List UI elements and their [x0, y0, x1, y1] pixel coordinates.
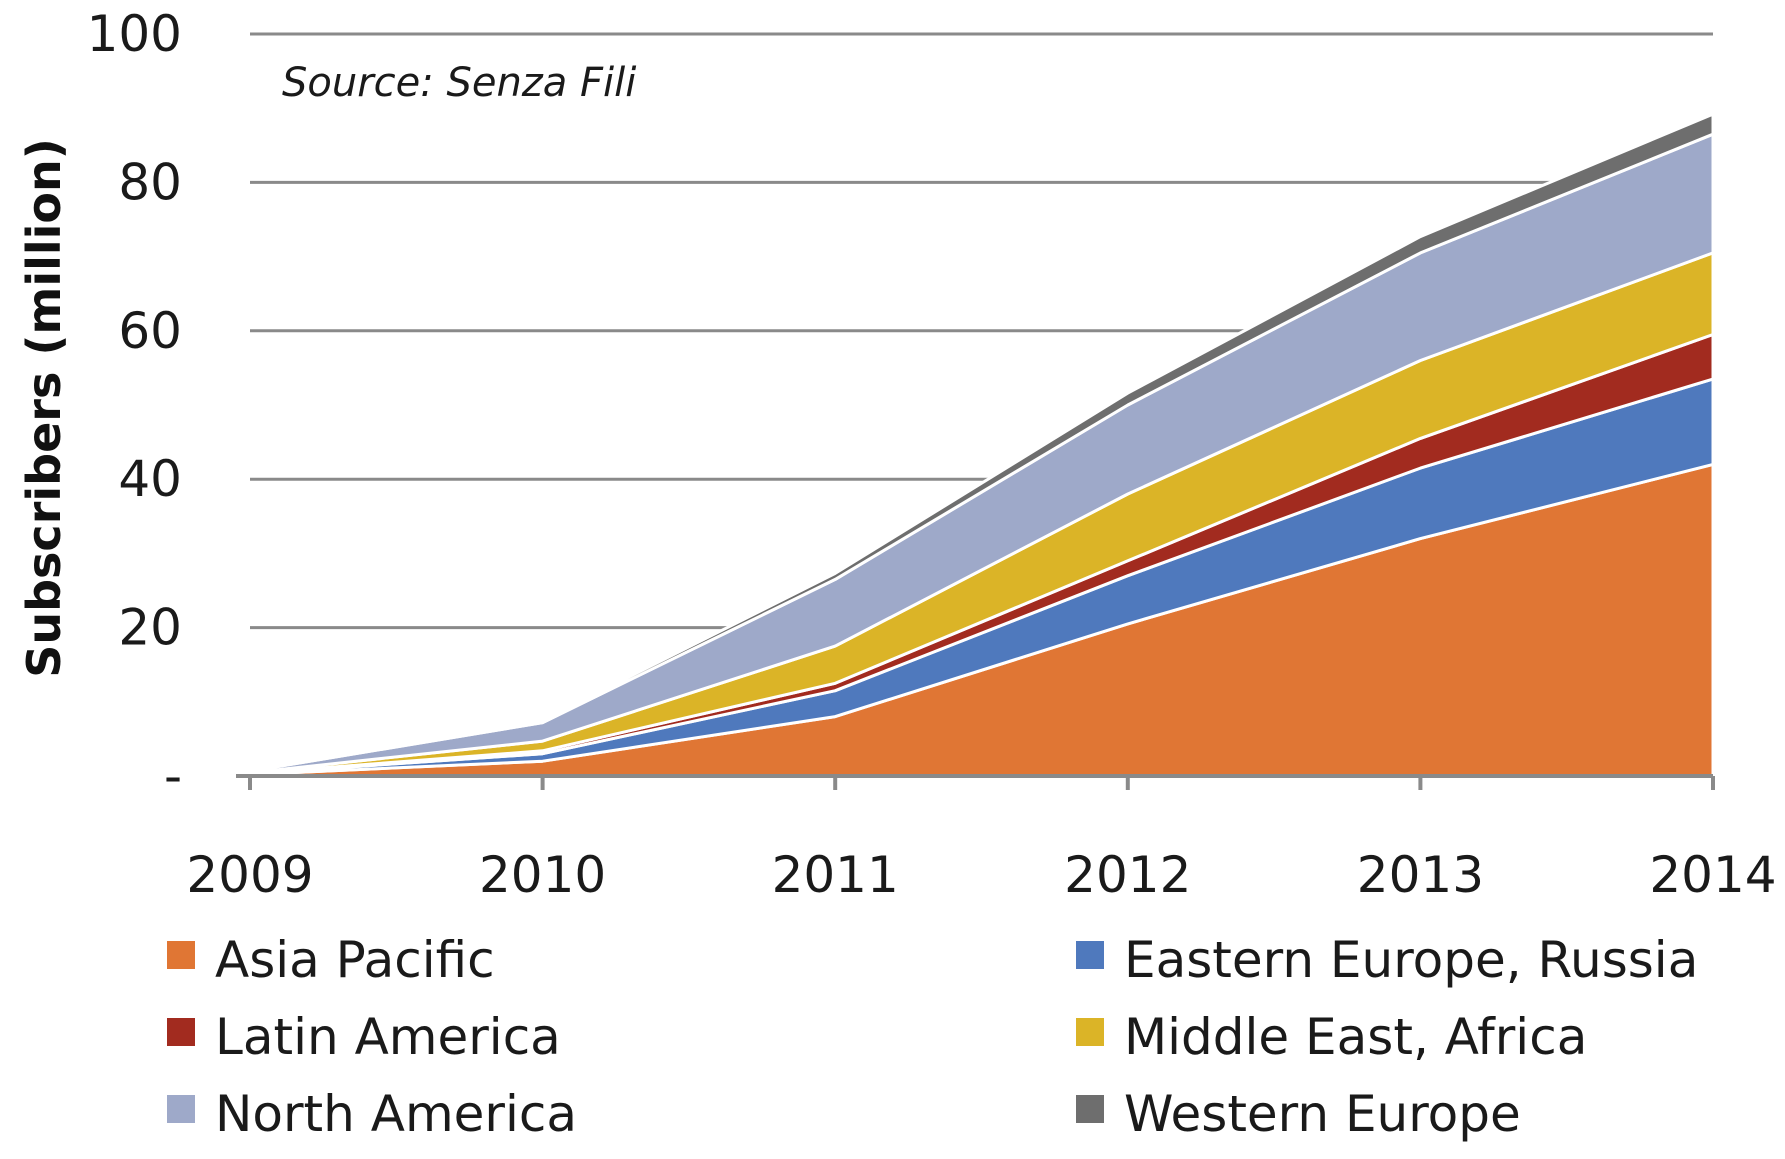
legend-swatch	[167, 1018, 195, 1046]
legend-label: Eastern Europe, Russia	[1124, 931, 1698, 989]
y-axis-title: Subscribers (million)	[17, 138, 71, 678]
y-tick-label: 80	[118, 153, 182, 211]
legend-label: Western Europe	[1124, 1085, 1521, 1143]
legend-item-middle-east-africa: Middle East, Africa	[1076, 1008, 1587, 1066]
legend-item-asia-pacific: Asia Pacific	[167, 931, 495, 989]
y-tick-label: 60	[118, 302, 182, 360]
legend-swatch	[1076, 1095, 1104, 1123]
legend-item-north-america: North America	[167, 1085, 577, 1143]
x-tick-label: 2010	[479, 846, 606, 904]
legend-label: Asia Pacific	[215, 931, 495, 989]
y-tick-label: -	[164, 747, 182, 805]
legend-swatch	[167, 1095, 195, 1123]
area-western-europe	[248, 112, 1715, 773]
x-tick-label: 2013	[1357, 846, 1484, 904]
legend-label: Middle East, Africa	[1124, 1008, 1587, 1066]
legend-swatch	[167, 941, 195, 969]
legend-item-eastern-europe-russia: Eastern Europe, Russia	[1076, 931, 1698, 989]
y-tick-label: 40	[118, 450, 182, 508]
legend-swatch	[1076, 1018, 1104, 1046]
x-tick-label: 2014	[1649, 846, 1776, 904]
x-tick-label: 2012	[1064, 846, 1191, 904]
legend: Asia Pacific Eastern Europe, Russia Latin …	[167, 931, 1698, 1143]
legend-swatch	[1076, 941, 1104, 969]
legend-item-latin-america: Latin America	[167, 1008, 561, 1066]
legend-label: Latin America	[215, 1008, 561, 1066]
stacked-areas	[248, 112, 1715, 778]
y-tick-label: 100	[87, 5, 182, 63]
axes: - 20 40 60 80 100 2009 2010 2011 2012 2013 2014	[87, 5, 1777, 904]
source-annotation: Source: Senza Fili	[282, 60, 636, 106]
y-tick-label: 20	[118, 599, 182, 657]
x-tick-label: 2011	[772, 846, 899, 904]
legend-label: North America	[215, 1085, 577, 1143]
x-tick-label: 2009	[186, 846, 313, 904]
legend-item-western-europe: Western Europe	[1076, 1085, 1521, 1143]
